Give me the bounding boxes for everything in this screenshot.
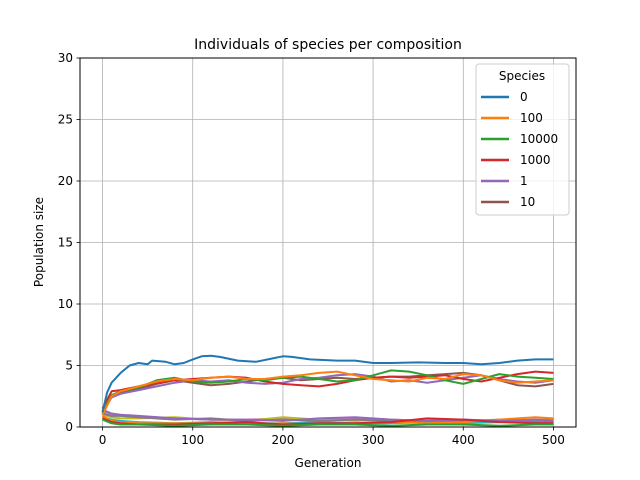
legend-items: 0 100 10000 1000 1 10	[481, 90, 558, 209]
y-tick-label: 20	[58, 174, 73, 188]
x-tick-label: 200	[271, 433, 294, 447]
legend-title: Species	[499, 69, 545, 83]
x-tick-label: 300	[362, 433, 385, 447]
series-line-10000	[101, 369, 554, 414]
y-tick-label: 5	[65, 359, 73, 373]
legend: Species 0 100 10000 1000 1 10	[475, 63, 570, 216]
y-tick-label: 0	[65, 420, 73, 434]
legend-label-1: 1	[520, 174, 528, 188]
x-tick-label: 100	[181, 433, 204, 447]
x-tick-label: 500	[542, 433, 565, 447]
series-line-1	[101, 373, 554, 413]
legend-label-100: 100	[520, 111, 543, 125]
y-axis-ticks: 0 5 10 15 20 25 30	[58, 51, 80, 434]
series-line-0	[101, 354, 554, 413]
legend-label-0: 0	[520, 90, 528, 104]
legend-box	[475, 63, 570, 216]
background-series-line	[102, 416, 554, 425]
series-lines	[101, 354, 554, 416]
x-tick-label: 400	[452, 433, 475, 447]
y-tick-label: 10	[58, 297, 73, 311]
y-tick-label: 30	[58, 51, 73, 65]
x-tick-label: 0	[99, 433, 107, 447]
y-tick-label: 15	[58, 236, 73, 250]
legend-label-10: 10	[520, 195, 535, 209]
legend-label-10000: 10000	[520, 132, 558, 146]
x-axis-label: Generation	[295, 456, 362, 470]
legend-label-1000: 1000	[520, 153, 551, 167]
series-line-100	[101, 370, 554, 416]
background-series-line	[102, 418, 554, 427]
background-series-lines	[102, 408, 554, 427]
y-tick-label: 25	[58, 113, 73, 127]
y-axis-label: Population size	[32, 197, 46, 287]
chart-title: Individuals of species per composition	[194, 37, 462, 53]
x-axis-ticks: 0 100 200 300 400 500	[99, 427, 565, 447]
